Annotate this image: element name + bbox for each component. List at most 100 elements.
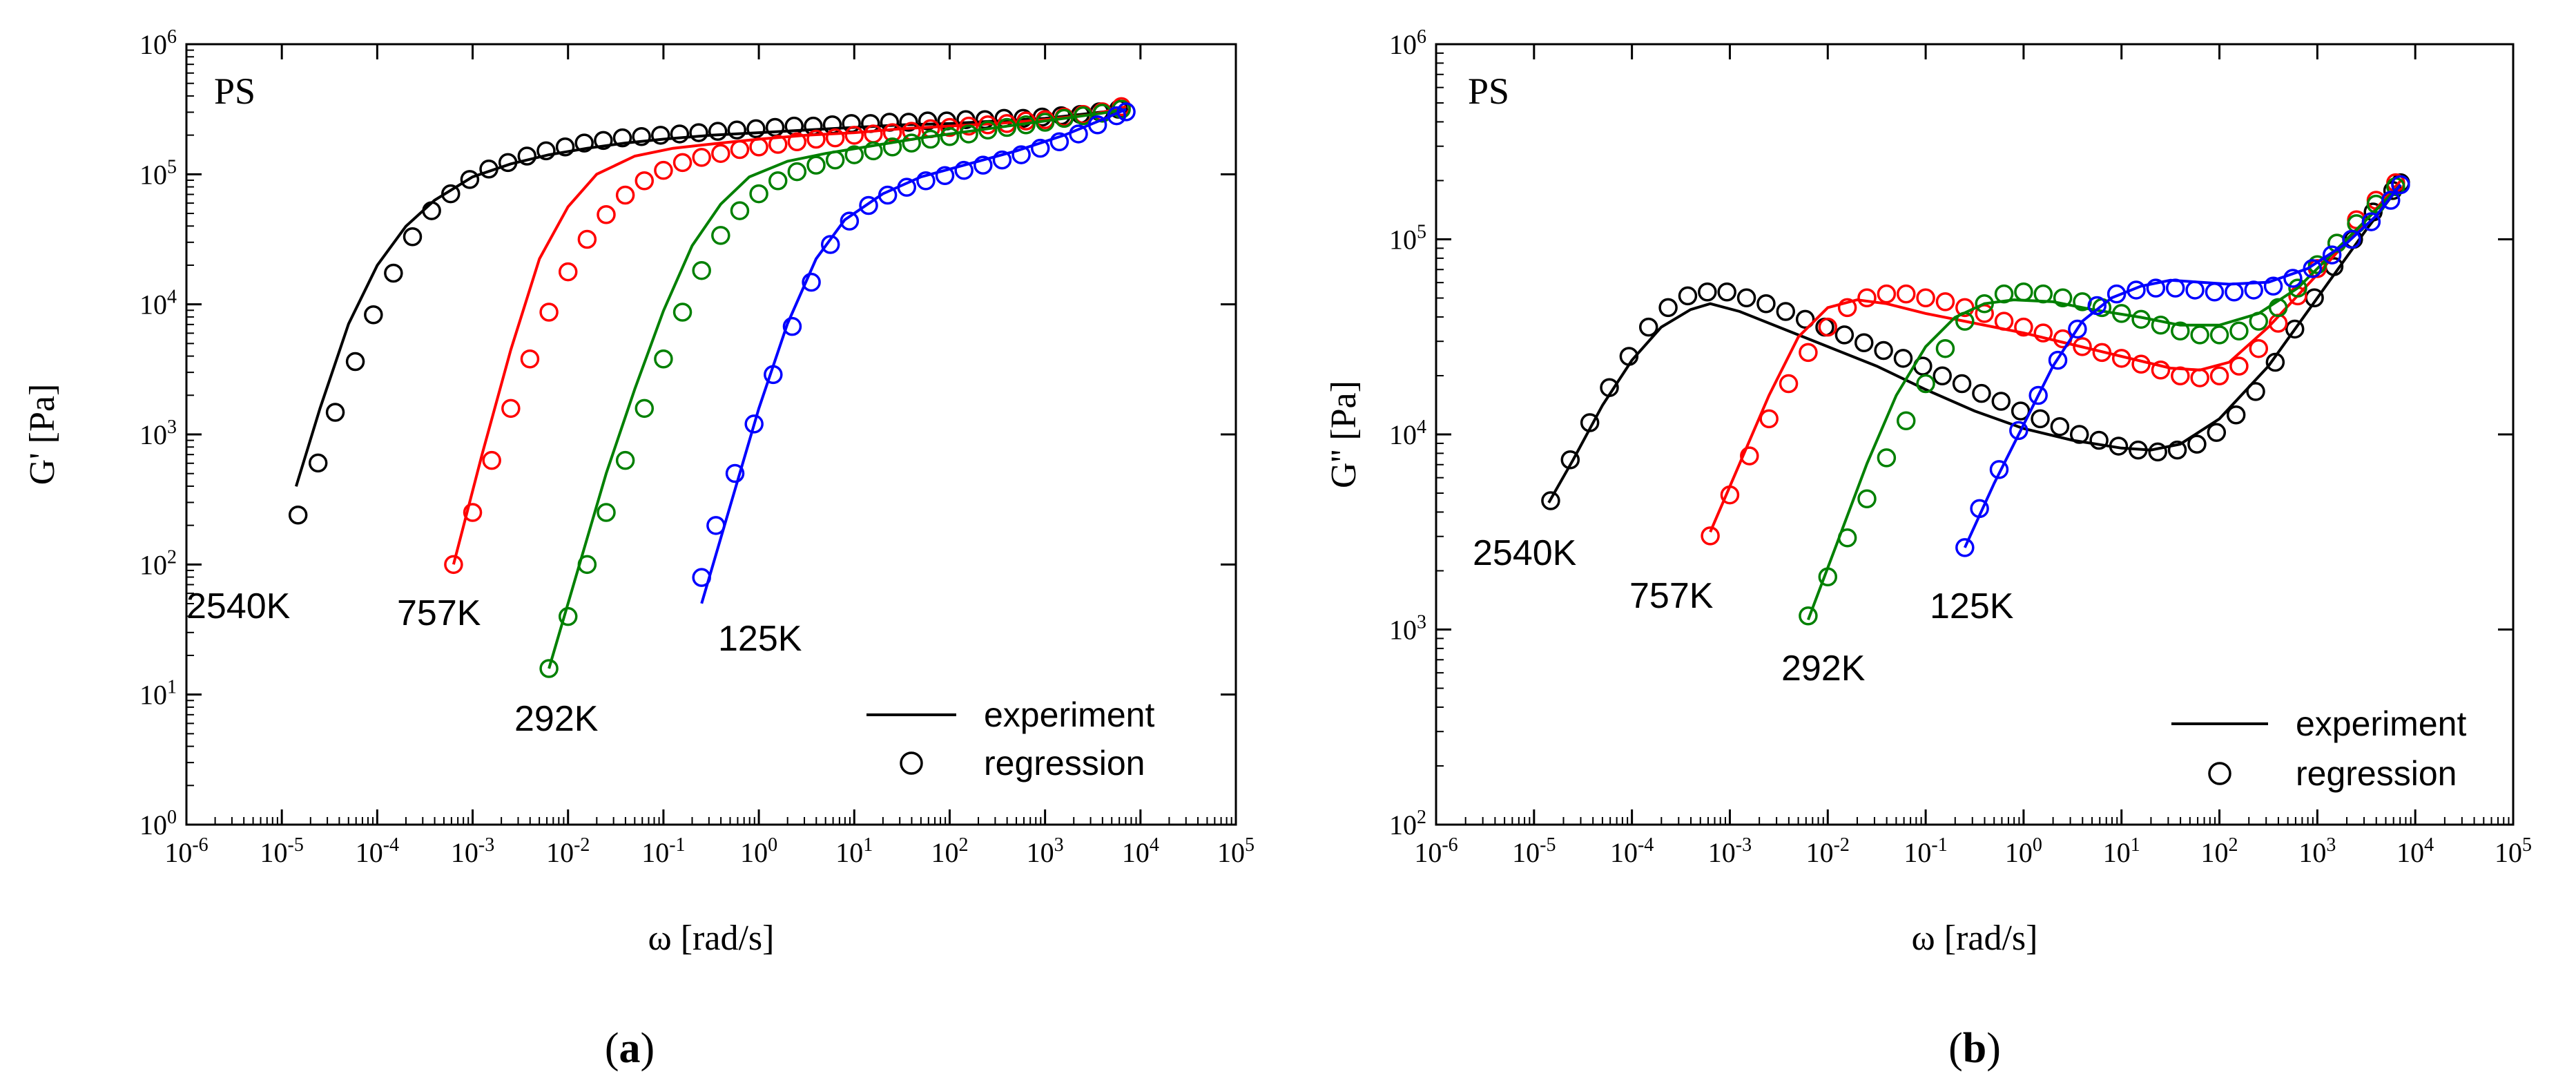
experiment-line-2540K [1547, 184, 2402, 503]
regression-marker-757K [2171, 366, 2190, 385]
regression-marker-292K [1074, 106, 1093, 126]
series-label-125K: 125K [1930, 586, 2014, 626]
regression-marker-292K [2229, 321, 2249, 341]
x-tick-label: 10-5 [1512, 834, 1556, 868]
regression-marker-757K [672, 153, 693, 173]
regression-marker-2540K [632, 126, 651, 146]
x-tick-label: 100 [2005, 834, 2042, 868]
regression-marker-2540K [842, 114, 861, 133]
regression-marker-2540K [441, 184, 461, 204]
y-tick-label: 101 [139, 677, 177, 711]
regression-marker-2540K [345, 352, 365, 372]
x-tick-label: 10-4 [356, 834, 399, 868]
regression-marker-292K [959, 124, 978, 144]
x-tick-label: 104 [2396, 834, 2434, 868]
series-label-2540K: 2540K [186, 586, 291, 626]
regression-marker-125K [2127, 280, 2146, 300]
regression-marker-292K [1092, 104, 1112, 123]
x-tick-label: 10-1 [1904, 834, 1947, 868]
regression-marker-757K [2151, 361, 2171, 380]
regression-marker-757K [654, 160, 673, 180]
regression-marker-2540K [1972, 383, 1991, 403]
regression-marker-292K [2307, 255, 2327, 274]
x-tick-label: 10-5 [260, 834, 304, 868]
regression-marker-125K [992, 150, 1012, 170]
regression-marker-757K [2073, 337, 2092, 356]
regression-marker-2540K [536, 141, 556, 161]
x-tick-label: 10-2 [1806, 834, 1850, 868]
series-label-2540K: 2540K [1473, 533, 1577, 573]
regression-marker-2540K [1795, 309, 1815, 329]
regression-marker-757K [597, 204, 616, 224]
regression-marker-292K [1994, 284, 2014, 304]
regression-marker-125K [2205, 282, 2225, 302]
regression-marker-125K [1955, 538, 1975, 557]
regression-marker-125K [974, 155, 993, 175]
regression-marker-292K [711, 226, 730, 245]
regression-marker-125K [878, 185, 898, 205]
regression-marker-2540K [1638, 317, 1658, 337]
panel-b: 10-6 10-5 10-4 10-3 10-2 10-1 100 101 102 103 104 1… [1324, 26, 2532, 1072]
regression-marker-757K [978, 115, 998, 135]
regression-marker-2540K [1776, 302, 1796, 321]
y-tick-label: 104 [1389, 416, 1426, 450]
regression-marker-757K [1896, 284, 1916, 304]
regression-marker-757K [864, 124, 883, 144]
regression-marker-2540K [1874, 340, 1893, 361]
regression-marker-292K [768, 171, 788, 191]
regression-marker-292K [654, 349, 673, 369]
regression-marker-125K [1069, 124, 1088, 144]
legend-marker-swatch [2208, 762, 2231, 785]
regression-marker-757K [959, 116, 978, 136]
regression-marker-757K [2249, 338, 2269, 358]
regression-marker-757K [730, 140, 750, 160]
regression-marker-757K [1740, 446, 1759, 465]
x-tick-label: 105 [2495, 834, 2532, 868]
regression-marker-292K [864, 141, 883, 161]
regression-marker-2540K [2069, 425, 2089, 444]
regression-marker-2540K [651, 126, 670, 145]
regression-marker-292K [1054, 108, 1074, 128]
regression-marker-2540K [384, 263, 403, 283]
regression-marker-125K [2391, 175, 2410, 195]
x-tick-label: 103 [1027, 834, 1064, 868]
regression-marker-2540K [517, 146, 537, 166]
x-tick-label: 102 [2201, 834, 2238, 868]
legend-regression-label: regression [984, 744, 1145, 782]
experiment-line-292K [1807, 184, 2402, 621]
regression-marker-757K [692, 148, 711, 167]
regression-marker-757K [558, 262, 578, 282]
regression-marker-125K [1087, 115, 1107, 135]
x-tick-label: 10-6 [1414, 834, 1458, 868]
regression-marker-292K [902, 133, 921, 153]
regression-marker-292K [2209, 325, 2229, 345]
regression-marker-757K [577, 229, 597, 249]
regression-marker-2540K [2109, 436, 2129, 456]
regression-marker-757K [1759, 409, 1779, 429]
regression-marker-292K [635, 399, 655, 419]
regression-marker-2540K [1541, 491, 1560, 510]
regression-marker-125K [954, 160, 974, 180]
x-tick-label: 10-3 [451, 834, 494, 868]
panel-caption: (b) [1948, 1025, 2001, 1072]
regression-marker-757K [844, 126, 864, 145]
regression-marker-125K [692, 568, 711, 587]
regression-marker-125K [859, 195, 878, 215]
regression-marker-292K [597, 503, 616, 522]
regression-marker-292K [1916, 374, 1935, 394]
regression-marker-757K [615, 185, 635, 205]
regression-marker-292K [2053, 288, 2073, 307]
legend-experiment-label: experiment [2296, 704, 2466, 743]
regression-marker-2540K [1678, 286, 1698, 306]
panel-a: 10-6 10-5 10-4 10-3 10-2 10-1 100 101 102 103 104 1… [23, 26, 1255, 1072]
regression-marker-2540K [746, 119, 766, 139]
regression-marker-757K [787, 132, 807, 151]
regression-marker-2540K [2207, 423, 2227, 442]
regression-marker-2540K [899, 113, 918, 132]
regression-marker-757K [1779, 374, 1799, 394]
y-tick-label: 100 [139, 807, 177, 841]
regression-marker-125K [2087, 296, 2107, 316]
regression-marker-757K [940, 117, 960, 137]
regression-marker-2540K [1736, 288, 1756, 307]
x-tick-label: 100 [740, 834, 777, 868]
